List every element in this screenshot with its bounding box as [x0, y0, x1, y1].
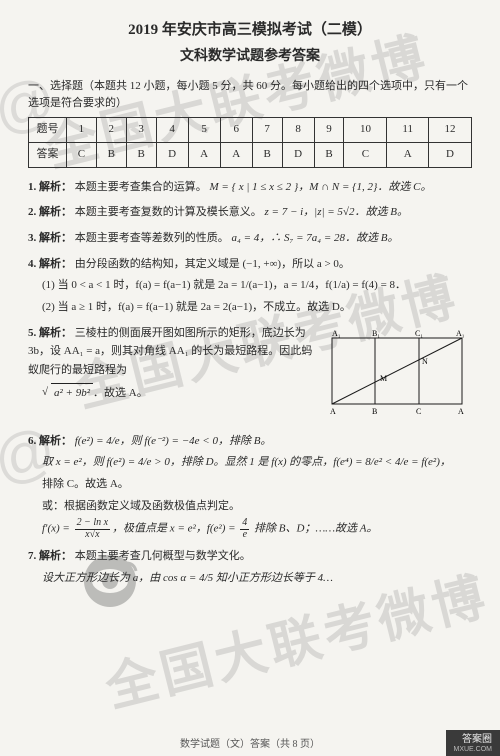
cell: 9	[314, 118, 344, 143]
cell: 3	[126, 118, 156, 143]
item-body: 本题主要考查等差数列的性质。	[75, 232, 229, 244]
item-number: 2. 解析：	[28, 206, 72, 218]
svg-text:A: A	[458, 407, 464, 416]
item-number: 7. 解析：	[28, 550, 72, 562]
cell: 5	[188, 118, 220, 143]
section-1-heading: 一、选择题（本题共 12 小题，每小题 5 分，共 60 分。每小题给出的四个选…	[28, 78, 472, 111]
item-body: 本题主要考查集合的运算。	[75, 181, 207, 193]
svg-text:A₁: A₁	[456, 329, 465, 338]
sub-2: (2) 当 a ≥ 1 时，f(a) = f(a−1) 就是 2a = 2(a−…	[42, 298, 472, 317]
cell: 7	[252, 118, 282, 143]
table-row: 题号 1 2 3 4 5 6 7 8 9 10 11 12	[29, 118, 472, 143]
document-page: 2019 年安庆市高三模拟考试（二模） 文科数学试题参考答案 一、选择题（本题共…	[0, 0, 500, 605]
cell: 6	[220, 118, 252, 143]
sub-1: (1) 当 0 < a < 1 时，f(a) = f(a−1) 就是 2a = …	[42, 276, 472, 295]
answer-table: 题号 1 2 3 4 5 6 7 8 9 10 11 12 答案 C B B D…	[28, 117, 472, 167]
explanation-1: 1. 解析： 本题主要考查集合的运算。 M = { x | 1 ≤ x ≤ 2 …	[28, 178, 472, 197]
svg-text:A: A	[330, 407, 336, 416]
item-number: 6. 解析：	[28, 435, 72, 447]
line-b: 取 x = e²，则 f(e²) = 4/e > 0，排除 D。显然 1 是 f…	[42, 453, 472, 472]
line-a: f(e²) = 4/e，则 f(e⁻²) = −4e < 0，排除 B。	[75, 435, 272, 447]
explanation-3: 3. 解析： 本题主要考查等差数列的性质。 a₄ = 4，∴ S₇ = 7a₄ …	[28, 229, 472, 248]
cell: B	[314, 142, 344, 167]
item-number: 5. 解析：	[28, 327, 72, 339]
cell: C	[67, 142, 97, 167]
source-badge: 答案圈 MXUE.COM	[446, 730, 500, 756]
page-footer: 数学试题（文）答案（共 8 页）	[0, 735, 500, 750]
page-title-line2: 文科数学试题参考答案	[28, 46, 472, 68]
svg-text:N: N	[422, 357, 428, 366]
explanation-5: A₁ B₁ C₁ A₁ A B C A M N 5. 解析： 三棱柱的侧面展开图…	[28, 324, 472, 425]
svg-text:B: B	[372, 407, 377, 416]
cell: A	[188, 142, 220, 167]
item-body: 本题主要考查几何概型与数学文化。	[75, 550, 251, 562]
explanation-2: 2. 解析： 本题主要考查复数的计算及模长意义。 z = 7 − i，|z| =…	[28, 203, 472, 222]
svg-text:A₁: A₁	[332, 329, 341, 338]
item-math: a₄ = 4，∴ S₇ = 7a₄ = 28．故选 B。	[232, 232, 399, 244]
item-math: z = 7 − i，|z| = 5√2．故选 B。	[265, 206, 408, 218]
cell: B	[252, 142, 282, 167]
cell: 8	[282, 118, 314, 143]
line-c: 排除 C。故选 A。	[42, 475, 472, 494]
cell: A	[387, 142, 429, 167]
item-tail: 设大正方形边长为 a，由 cos α = 4/5 知小正方形边长等于 4…	[42, 569, 472, 588]
explanation-6: 6. 解析： f(e²) = 4/e，则 f(e⁻²) = −4e < 0，排除…	[28, 432, 472, 541]
explanation-4: 4. 解析： 由分段函数的结构知，其定义域是 (−1, +∞)，所以 a > 0…	[28, 255, 472, 317]
cell: B	[126, 142, 156, 167]
cell: 11	[387, 118, 429, 143]
cell: A	[220, 142, 252, 167]
page-title-line1: 2019 年安庆市高三模拟考试（二模）	[28, 18, 472, 42]
cell: D	[282, 142, 314, 167]
cell: 12	[428, 118, 471, 143]
cell: C	[344, 142, 387, 167]
item-math: M = { x | 1 ≤ x ≤ 2 }，M ∩ N = {1, 2}．故选 …	[210, 181, 432, 193]
cell: B	[96, 142, 126, 167]
cell: 2	[96, 118, 126, 143]
explanation-7: 7. 解析： 本题主要考查几何概型与数学文化。 设大正方形边长为 a，由 cos…	[28, 547, 472, 587]
cell: 4	[156, 118, 188, 143]
derivative-line: f′(x) = 2 − ln xx√x，极值点是 x = e²，f(e²) = …	[42, 518, 472, 540]
svg-text:M: M	[380, 374, 387, 383]
item-body: 本题主要考查复数的计算及模长意义。	[75, 206, 262, 218]
table-row: 答案 C B B D A A B D B C A D	[29, 142, 472, 167]
cell: D	[428, 142, 471, 167]
svg-text:C₁: C₁	[415, 329, 423, 338]
item-number: 3. 解析：	[28, 232, 72, 244]
svg-text:B₁: B₁	[372, 329, 380, 338]
cell: 10	[344, 118, 387, 143]
line-d: 或：根据函数定义域及函数极值点判定。	[42, 497, 472, 516]
badge-line1: 答案圈	[462, 734, 492, 745]
row-label-num: 题号	[29, 118, 67, 143]
cell: D	[156, 142, 188, 167]
row-label-ans: 答案	[29, 142, 67, 167]
cell: 1	[67, 118, 97, 143]
svg-text:C: C	[416, 407, 421, 416]
item-number: 1. 解析：	[28, 181, 72, 193]
badge-line2: MXUE.COM	[454, 746, 493, 754]
item-number: 4. 解析：	[28, 258, 72, 270]
item-body: 由分段函数的结构知，其定义域是 (−1, +∞)，所以 a > 0。	[75, 258, 350, 270]
prism-unfold-diagram: A₁ B₁ C₁ A₁ A B C A M N	[322, 326, 472, 421]
